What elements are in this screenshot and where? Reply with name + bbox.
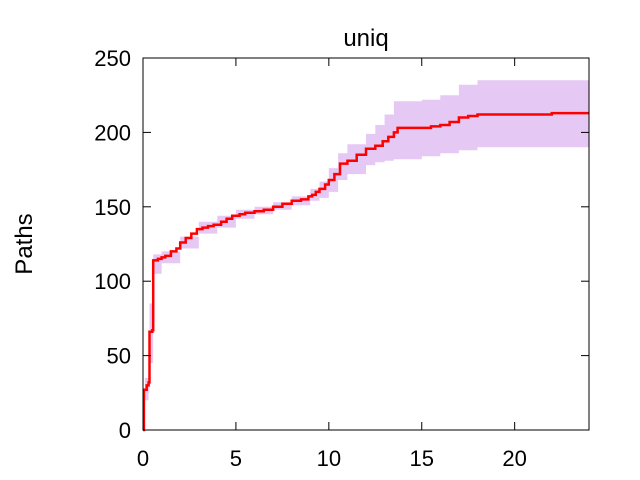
plot-frame [142, 57, 590, 431]
y-tick-label: 250 [94, 46, 131, 71]
y-tick-label: 0 [119, 418, 131, 443]
x-tick-label: 5 [230, 446, 242, 471]
x-tick-label: 0 [137, 446, 149, 471]
x-tick-label: 10 [317, 446, 341, 471]
y-tick-label: 50 [107, 344, 131, 369]
x-tick-label: 20 [502, 446, 526, 471]
chart-title: uniq [343, 25, 388, 52]
y-tick-label: 100 [94, 269, 131, 294]
series-line-layer [142, 111, 589, 432]
confidence-band-layer [143, 80, 589, 431]
y-tick-label: 150 [94, 195, 131, 220]
x-tick-label: 15 [410, 446, 434, 471]
tick-layer: 0 50 100 150 200 250 0 5 10 15 20 [94, 46, 589, 471]
series-line [142, 111, 589, 432]
y-axis-label: Paths [11, 213, 38, 274]
y-tick-label: 200 [94, 120, 131, 145]
confidence-band [143, 80, 589, 431]
